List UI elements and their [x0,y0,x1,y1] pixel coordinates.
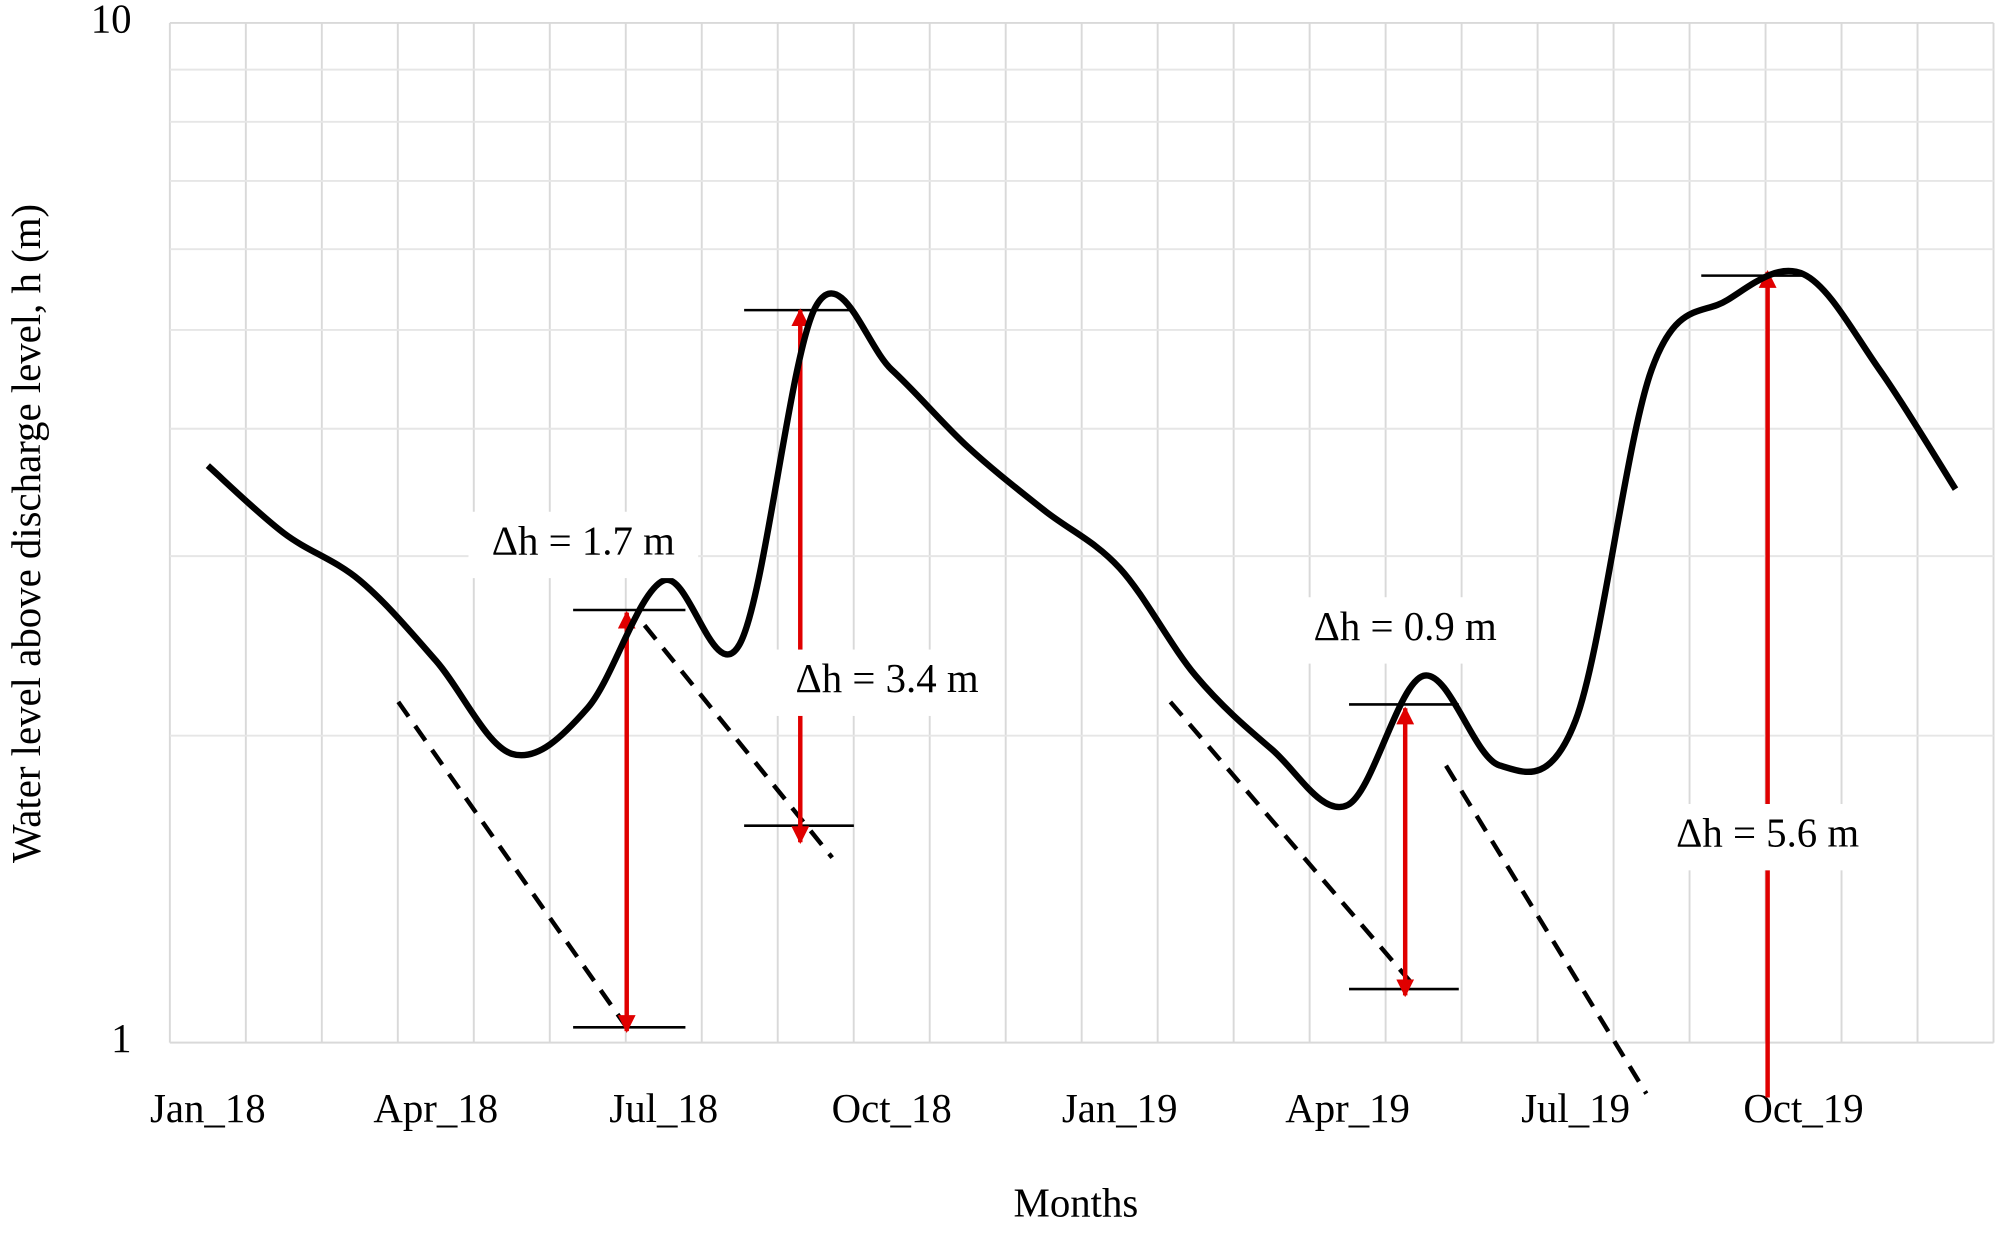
x-tick-label: Apr_18 [373,1086,498,1131]
trend-dashed-line [1168,700,1419,991]
annotation-label: Δh = 1.7 m [492,518,675,563]
trend-dashed-line [396,700,629,1029]
annotation-bg [1290,597,1521,664]
x-tick-label: Apr_19 [1285,1086,1410,1131]
series-line [205,267,1959,811]
annotation-bg [1652,803,1883,871]
x-tick-label: Oct_18 [832,1086,952,1131]
y-tick-label: 1 [111,1016,131,1061]
x-tick-label: Jan_19 [1062,1086,1178,1131]
x-tick-label: Jul_19 [1521,1086,1630,1131]
annotation-bg [468,511,699,579]
x-tick-label: Jan_18 [150,1086,266,1131]
y-tick-label: 10 [91,0,132,41]
annotation-label: Δh = 0.9 m [1314,604,1497,649]
annotation-label: Δh = 3.4 m [796,656,979,701]
x-tick-label: Jul_18 [609,1086,718,1131]
trend-dashed-line [1444,764,1649,1095]
annotation-bg [772,649,1002,716]
annotation-label: Δh = 5.6 m [1676,811,1859,856]
y-axis-label: Water level above discharge level, h (m) [4,204,49,863]
x-tick-label: Oct_19 [1743,1086,1863,1131]
x-axis-label: Months [1014,1181,1139,1226]
